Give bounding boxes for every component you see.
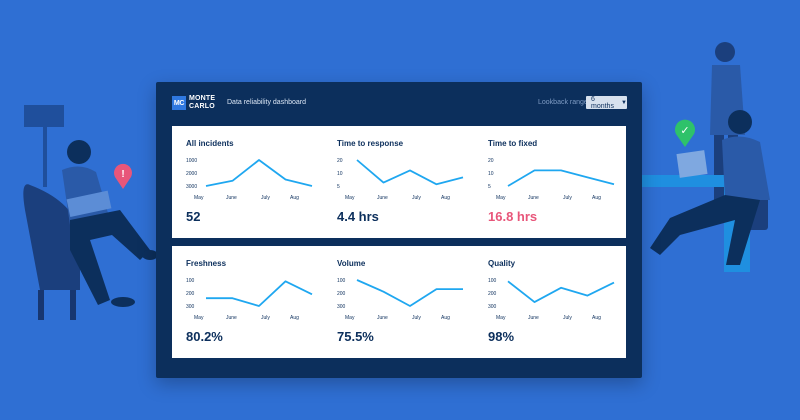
sparkline-chart: [507, 280, 615, 303]
x-tick-label: July: [563, 195, 572, 201]
y-tick-label: 5: [488, 184, 491, 190]
x-tick-label: Aug: [441, 315, 450, 321]
y-tick-label: 10: [488, 171, 494, 177]
x-tick-label: Aug: [290, 315, 299, 321]
y-tick-label: 20: [488, 158, 494, 164]
x-tick-label: July: [261, 315, 270, 321]
card-freshness[interactable]: Freshness 80.2% 100 200 300 May June July Aug: [172, 246, 322, 358]
y-tick-label: 200: [488, 291, 497, 297]
sparkline-series: [206, 280, 313, 307]
card-volume[interactable]: Volume 75.5% 100 200 300 May June July Aug: [323, 246, 473, 358]
x-tick-label: May: [345, 315, 355, 321]
alert-marker-icon: !: [112, 162, 134, 190]
y-tick-label: 100: [186, 278, 195, 284]
card-value: 52: [186, 209, 201, 224]
card-value: 98%: [488, 329, 515, 344]
sparkline-series: [507, 280, 615, 303]
dashboard-header: MC MONTE CARLO Data reliability dashboar…: [156, 82, 642, 124]
lookback-label: Lookback range: [538, 99, 588, 106]
x-tick-label: Aug: [592, 315, 601, 321]
x-tick-label: July: [412, 315, 421, 321]
x-tick-label: July: [261, 195, 270, 201]
card-value: 75.5%: [337, 329, 374, 344]
x-tick-label: May: [345, 195, 355, 201]
logo-name-line1: MONTE: [189, 95, 216, 102]
card-value: 16.8 hrs: [488, 209, 538, 224]
card-title: Time to fixed: [488, 139, 538, 148]
card-value: 4.4 hrs: [337, 209, 379, 224]
card-title: Quality: [488, 259, 516, 268]
sparkline-chart: [206, 280, 313, 307]
logo-name-line2: CARLO: [189, 103, 215, 110]
y-tick-label: 5: [337, 184, 340, 190]
x-tick-label: May: [496, 315, 506, 321]
y-tick-label: 300: [337, 304, 346, 310]
lookback-range-value: 6 months: [591, 95, 614, 110]
y-tick-label: 100: [488, 278, 497, 284]
x-tick-label: June: [528, 195, 539, 201]
logo-mark: MC: [172, 96, 186, 110]
card-title: Time to response: [337, 139, 404, 148]
metrics-panel-bottom: Freshness 80.2% 100 200 300 May June July Aug Vo…: [172, 246, 626, 358]
y-tick-label: 200: [186, 291, 195, 297]
card-value: 80.2%: [186, 329, 223, 344]
sparkline-series: [205, 159, 313, 187]
x-tick-label: May: [496, 195, 506, 201]
card-title: Freshness: [186, 259, 227, 268]
y-tick-label: 10: [337, 171, 343, 177]
x-tick-label: June: [528, 315, 539, 321]
x-tick-label: Aug: [592, 195, 601, 201]
y-tick-label: 3000: [186, 184, 198, 190]
x-tick-label: Aug: [441, 195, 450, 201]
x-tick-label: July: [563, 315, 572, 321]
sparkline-chart: [205, 159, 313, 187]
y-tick-label: 1000: [186, 158, 198, 164]
sparkline-chart: [356, 279, 463, 307]
x-tick-label: June: [226, 315, 237, 321]
sparkline-series: [356, 279, 463, 307]
sparkline-chart: [356, 159, 464, 186]
chevron-down-icon: ▼: [621, 99, 627, 106]
right-illustration: [640, 40, 800, 420]
card-time-to-fixed[interactable]: Time to fixed 16.8 hrs 20 10 5 May June July Aug: [474, 126, 624, 238]
y-tick-label: 300: [488, 304, 497, 310]
x-tick-label: July: [412, 195, 421, 201]
x-tick-label: Aug: [290, 195, 299, 201]
y-tick-label: 100: [337, 278, 346, 284]
y-tick-label: 200: [337, 291, 346, 297]
dashboard-window: MC MONTE CARLO Data reliability dashboar…: [156, 82, 642, 378]
logo-name: MONTE CARLO: [189, 95, 229, 111]
y-tick-label: 300: [186, 304, 195, 310]
card-quality[interactable]: Quality 98% 100 200 300 May June July Aug: [474, 246, 624, 358]
x-tick-label: May: [194, 315, 204, 321]
y-tick-label: 2000: [186, 171, 198, 177]
sparkline-series: [507, 169, 615, 187]
check-marker-icon: ✓: [673, 118, 697, 148]
left-illustration: [0, 100, 170, 420]
metrics-panel-top: All incidents 52 1000 2000 3000 May June July Au…: [172, 126, 626, 238]
card-time-to-response[interactable]: Time to response 4.4 hrs 20 10 5 May June July A…: [323, 126, 473, 238]
svg-text:✓: ✓: [680, 124, 689, 137]
card-title: Volume: [337, 259, 366, 268]
card-title: All incidents: [186, 139, 234, 148]
dashboard-title: Data reliability dashboard: [227, 99, 306, 106]
svg-text:!: !: [121, 169, 124, 180]
x-tick-label: May: [194, 195, 204, 201]
x-tick-label: June: [377, 195, 388, 201]
x-tick-label: June: [226, 195, 237, 201]
card-all-incidents[interactable]: All incidents 52 1000 2000 3000 May June July Au…: [172, 126, 322, 238]
x-tick-label: June: [377, 315, 388, 321]
sparkline-chart: [507, 169, 615, 187]
lookback-range-select[interactable]: 6 months ▼: [586, 95, 627, 110]
sparkline-series: [356, 159, 464, 186]
y-tick-label: 20: [337, 158, 343, 164]
